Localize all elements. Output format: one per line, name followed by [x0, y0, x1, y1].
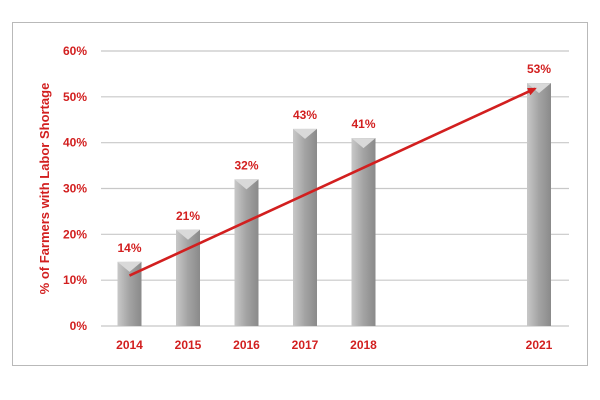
bar-cap-2014	[117, 261, 142, 272]
bar-2021	[527, 83, 551, 326]
x-tick-label: 2018	[350, 338, 377, 352]
y-tick-label: 10%	[63, 273, 87, 287]
x-tick-label: 2015	[175, 338, 202, 352]
bar-cap-2015	[176, 229, 200, 240]
x-tick-label: 2016	[233, 338, 260, 352]
trend-arrow	[128, 87, 537, 277]
data-label: 43%	[293, 108, 317, 122]
bar-2017	[293, 128, 317, 326]
x-axis-ticks: 2014 2015 2016 2017 2018 2021	[116, 338, 553, 352]
data-label: 14%	[117, 241, 141, 255]
data-label: 21%	[176, 209, 200, 223]
bar-cap-2021	[527, 83, 551, 94]
y-tick-label: 60%	[63, 44, 87, 58]
y-axis-title: % of Farmers with Labor Shortage	[37, 83, 52, 295]
bars	[117, 83, 551, 326]
y-tick-label: 40%	[63, 136, 87, 150]
bar-cap-2016	[234, 179, 259, 190]
bar-cap-2017	[293, 128, 317, 139]
trend-arrow-line	[128, 87, 537, 277]
x-tick-label: 2021	[526, 338, 553, 352]
bar-cap-2018	[351, 138, 376, 149]
y-tick-label: 50%	[63, 90, 87, 104]
data-label: 41%	[351, 117, 375, 131]
data-label: 53%	[527, 62, 551, 76]
y-tick-label: 30%	[63, 182, 87, 196]
bar-2016	[234, 179, 259, 326]
bar-chart: 0%10%20%30%40%50%60% 2014 2015 2016 2017 201…	[37, 44, 569, 352]
x-tick-label: 2014	[116, 338, 143, 352]
x-tick-label: 2017	[292, 338, 319, 352]
y-tick-label: 20%	[63, 227, 87, 241]
y-axis-ticks: 0% 10% 20% 30% 40% 50% 60%	[63, 44, 87, 333]
gridlines	[101, 50, 569, 327]
chart-frame: 0% 10% 20% 30% 40% 50% 60% 2014 2015 2016 2017 201…	[12, 22, 588, 366]
data-label: 32%	[234, 158, 258, 172]
bar-2018	[351, 138, 376, 326]
y-tick-label: 0%	[70, 319, 88, 333]
data-labels: 14% 21% 32% 43% 41% 53%	[117, 62, 551, 255]
